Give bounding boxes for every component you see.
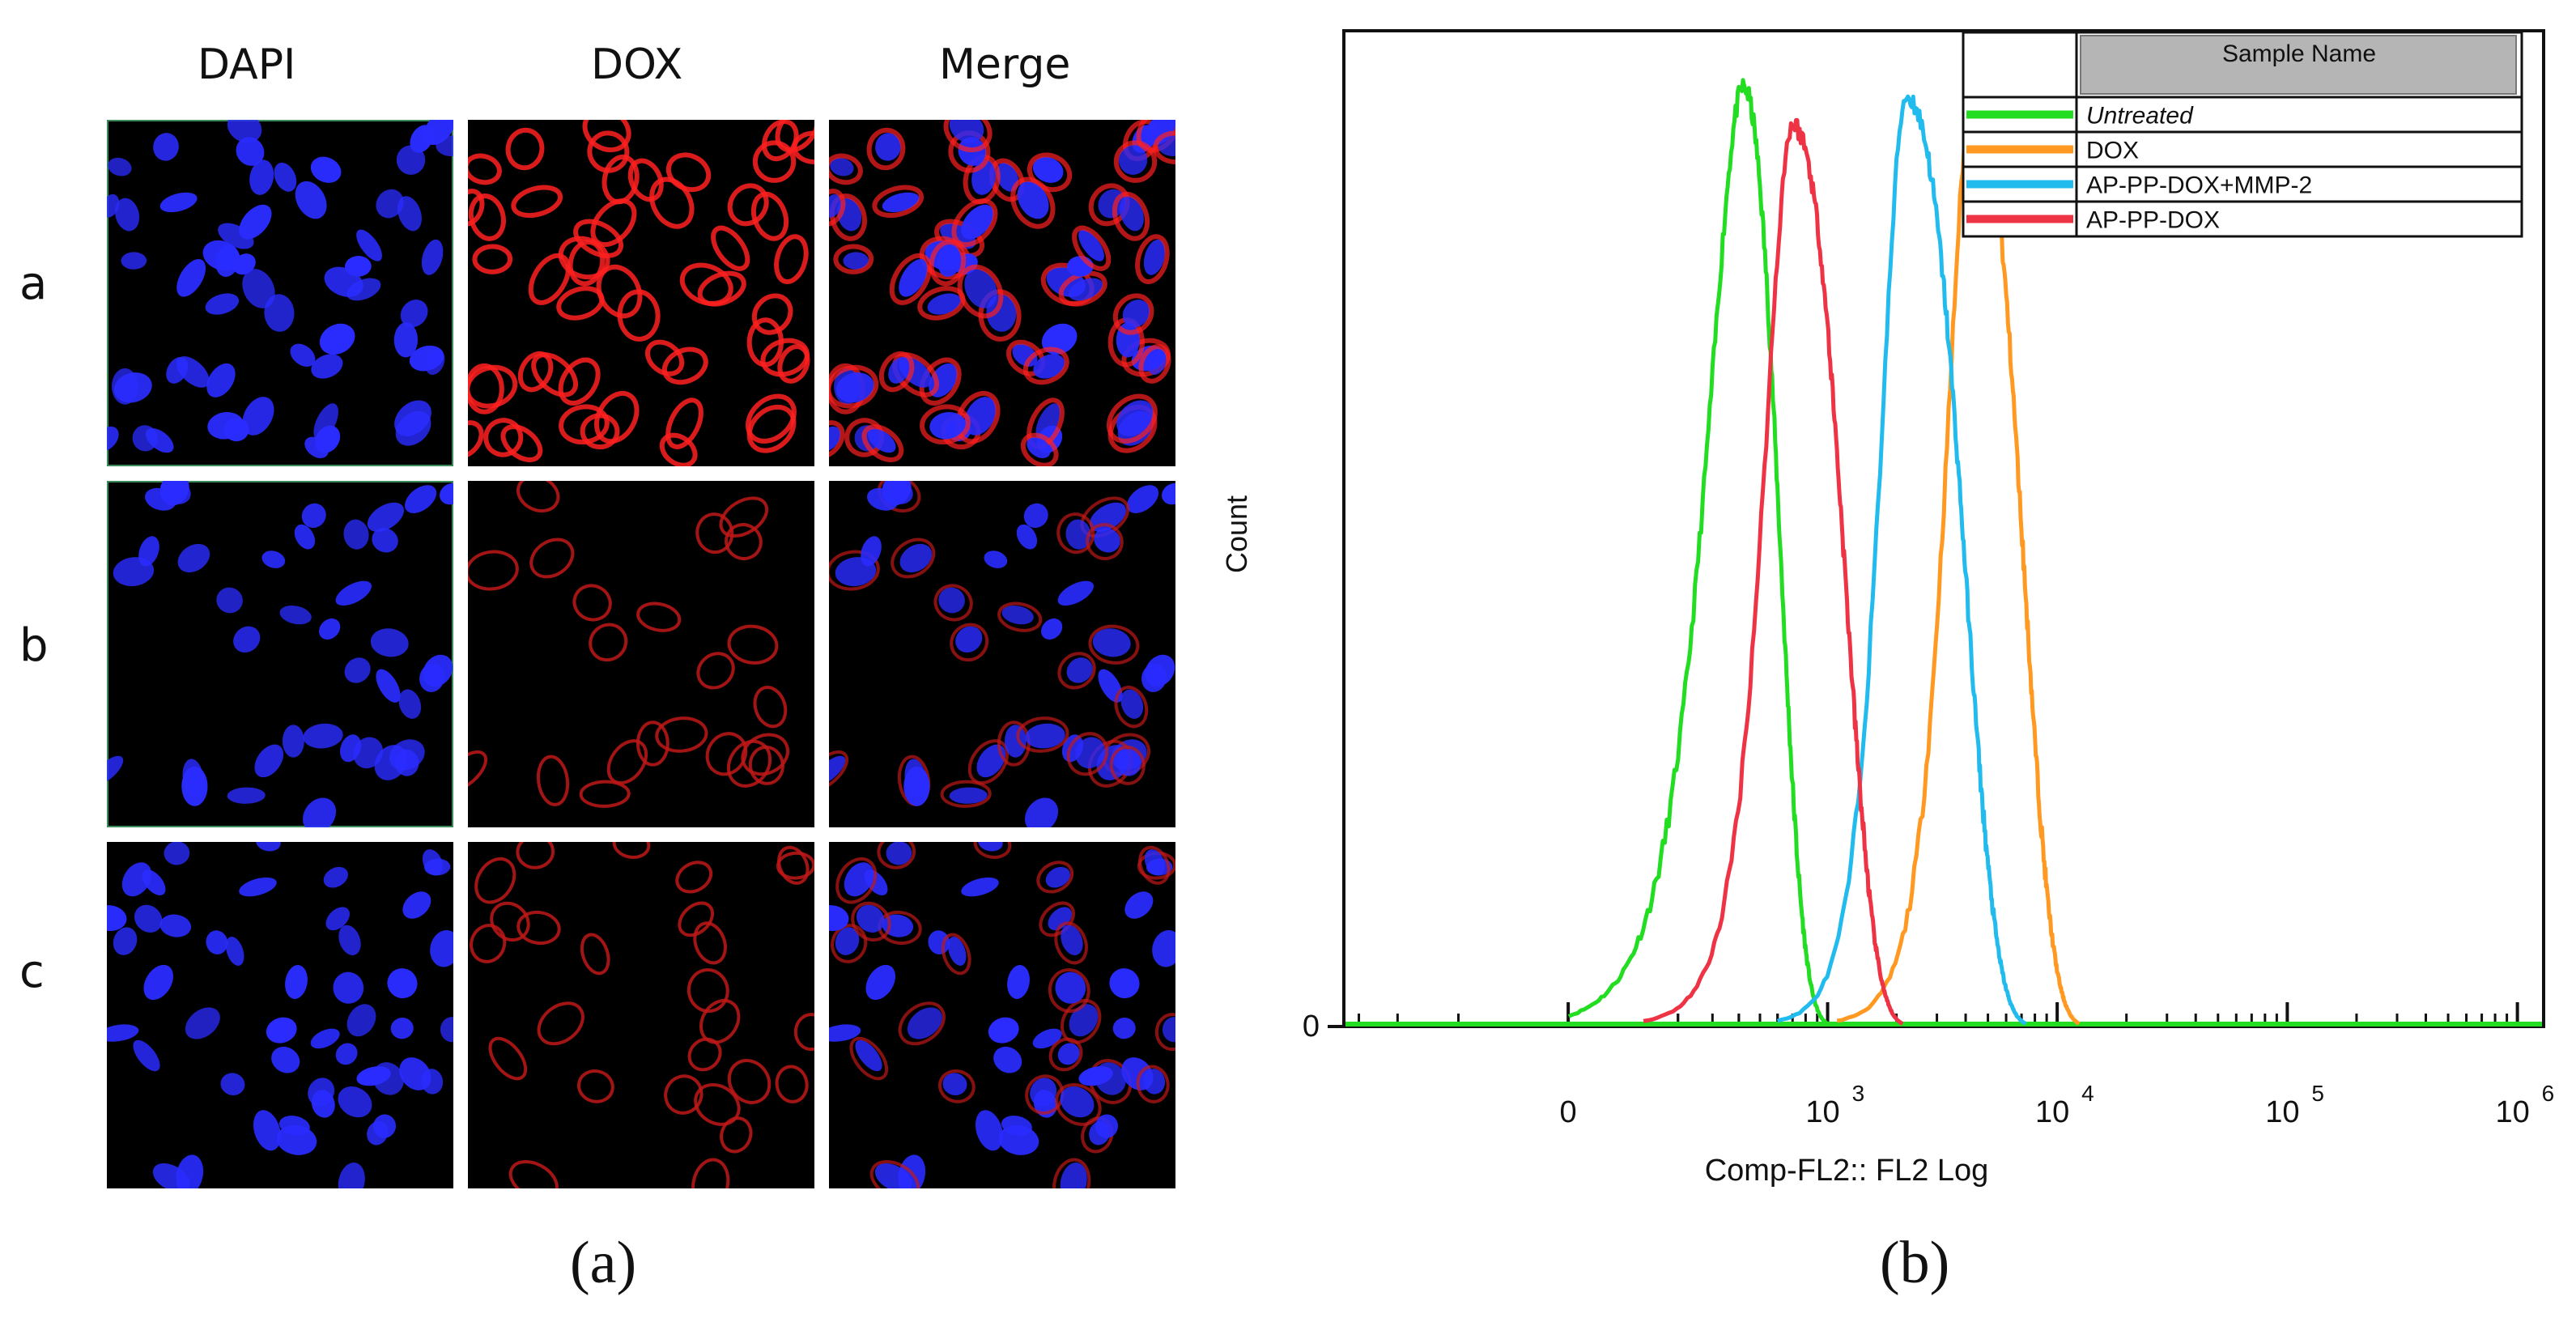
series-line-3 bbox=[1643, 117, 1905, 1026]
micrograph-dox-a bbox=[468, 120, 814, 466]
panel-b-caption: (b) bbox=[1880, 1230, 1950, 1296]
micrograph-dapi-c bbox=[107, 842, 453, 1188]
micrograph-dapi-b bbox=[107, 481, 453, 827]
row-label-c: c bbox=[19, 946, 45, 998]
column-header-dox: DOX bbox=[591, 40, 683, 89]
x-tick-label: 10 bbox=[2495, 1095, 2529, 1129]
legend-header-bg bbox=[2080, 35, 2517, 95]
row-label-a: a bbox=[19, 257, 48, 310]
legend-entry: Untreated bbox=[2086, 103, 2194, 130]
micrograph-image bbox=[107, 842, 453, 1188]
x-tick-label: 10 bbox=[2035, 1095, 2069, 1129]
micrograph-image bbox=[107, 481, 453, 827]
panel-a-caption: (a) bbox=[570, 1230, 637, 1296]
column-header-dapi: DAPI bbox=[198, 40, 296, 89]
y-axis-label: Count bbox=[1220, 495, 1253, 573]
micrograph-image bbox=[468, 481, 789, 808]
micrograph-image bbox=[107, 120, 453, 459]
legend-header: Sample Name bbox=[2222, 40, 2376, 67]
y-tick-label: 0 bbox=[1303, 1010, 1320, 1044]
micrograph-image bbox=[829, 842, 1175, 1188]
legend-entry: AP-PP-DOX bbox=[2086, 207, 2220, 234]
x-tick-label: 0 bbox=[1560, 1095, 1577, 1129]
series-line-2 bbox=[1776, 94, 2028, 1026]
micrograph-merge-a bbox=[829, 120, 1175, 466]
micrograph-image bbox=[829, 481, 1175, 827]
legend-entry: AP-PP-DOX+MMP-2 bbox=[2086, 172, 2312, 199]
micrograph-image bbox=[829, 120, 1175, 466]
x-tick-label: 10 bbox=[1805, 1095, 1839, 1129]
row-label-b: b bbox=[19, 619, 49, 672]
x-tick-exponent: 5 bbox=[2311, 1081, 2324, 1106]
x-tick-exponent: 4 bbox=[2081, 1081, 2094, 1106]
x-axis-label: Comp-FL2:: FL2 Log bbox=[1705, 1154, 1989, 1188]
series-line-0 bbox=[1567, 78, 1830, 1026]
micrograph-merge-b bbox=[829, 481, 1175, 827]
series-line-1 bbox=[1836, 79, 2081, 1026]
x-tick-exponent: 3 bbox=[1852, 1081, 1865, 1106]
x-tick-label: 10 bbox=[2265, 1095, 2299, 1129]
micrograph-merge-c bbox=[829, 842, 1175, 1188]
micrograph-image bbox=[468, 120, 814, 466]
column-header-merge: Merge bbox=[939, 40, 1071, 89]
x-tick-exponent: 6 bbox=[2542, 1081, 2555, 1106]
micrograph-image bbox=[470, 842, 814, 1188]
legend-entry: DOX bbox=[2086, 138, 2139, 164]
micrograph-dapi-a bbox=[107, 120, 453, 466]
micrograph-dox-c bbox=[468, 842, 814, 1188]
micrograph-dox-b bbox=[468, 481, 814, 827]
